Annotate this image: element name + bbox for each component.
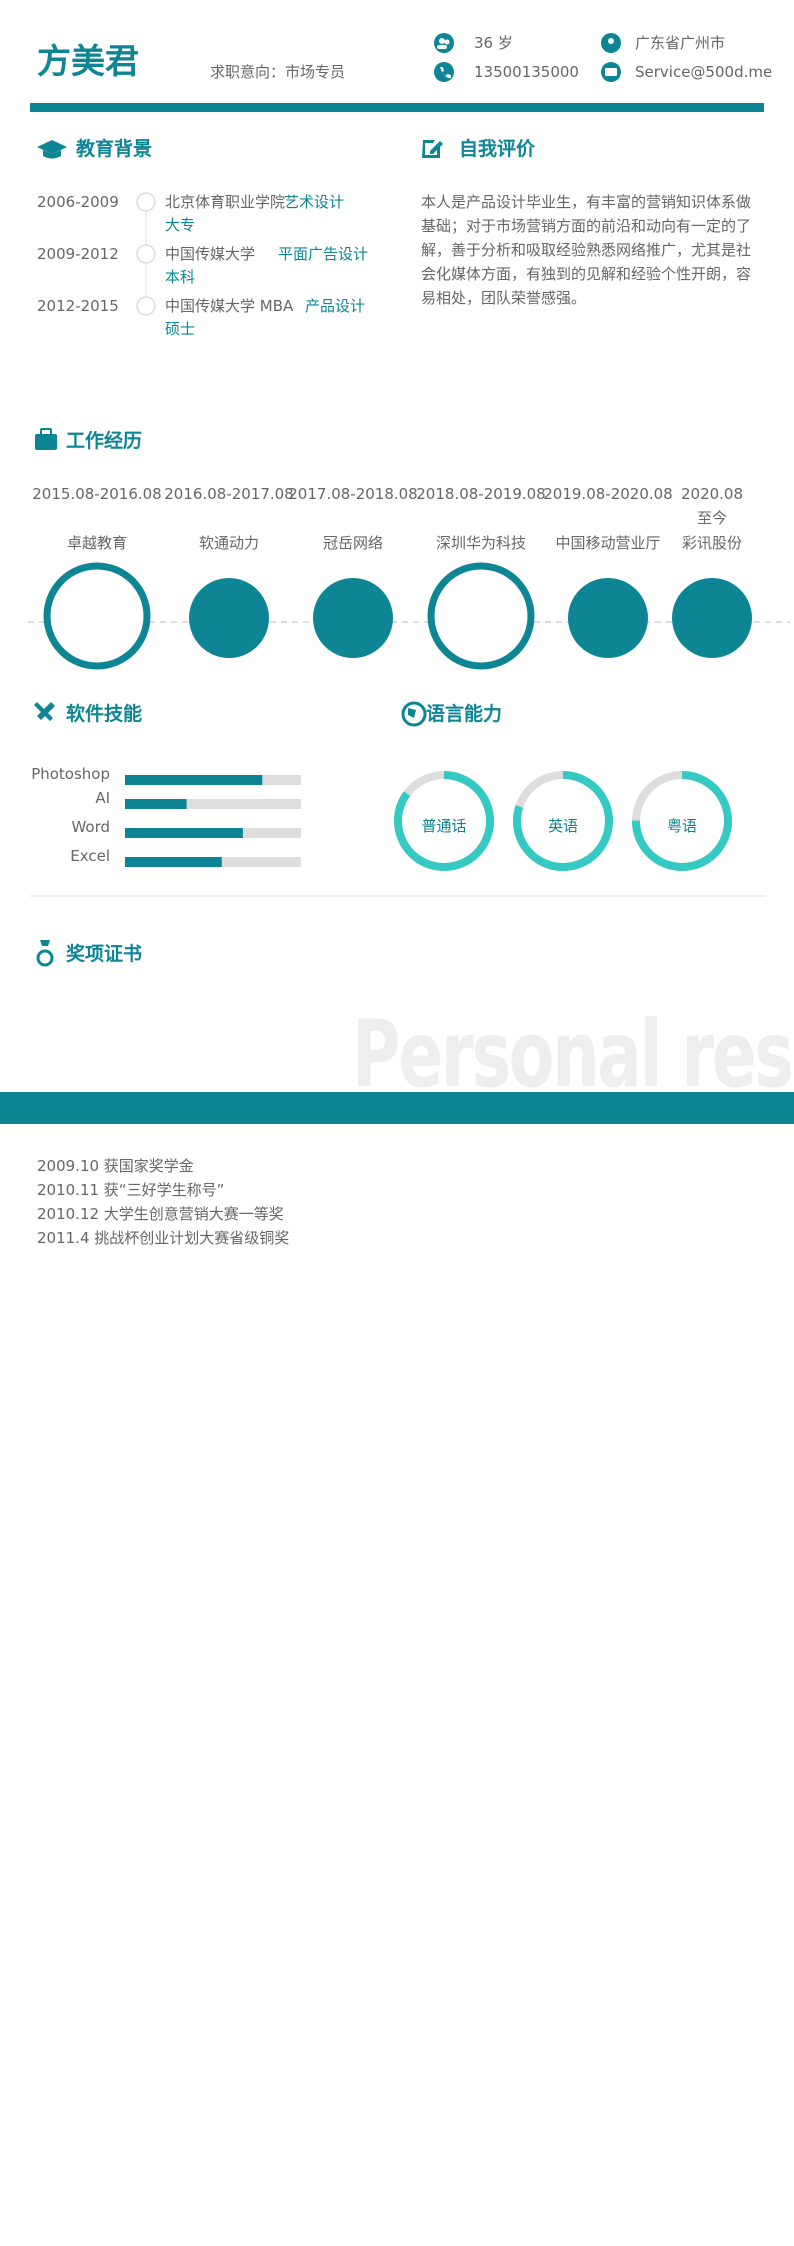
work-period: 2020.08 (680, 485, 744, 503)
skill-name: AI (95, 789, 110, 807)
skill-track (125, 799, 301, 809)
award-item: 2011.4 挑战杯创业计划大赛省级铜奖 (37, 1229, 290, 1247)
edu-major: 平面广告设计 (278, 245, 369, 263)
work-company: 深圳华为科技 (435, 534, 526, 552)
work-node (427, 562, 535, 670)
edu-major: 产品设计 (305, 297, 366, 315)
award-item: 2009.10 获国家奖学金 (37, 1157, 194, 1175)
objective: 求职意向：市场专员 (210, 63, 346, 81)
edu-degree: 本科 (165, 268, 196, 286)
watermark: Personal resume (352, 1001, 794, 1108)
location: 广东省广州市 (635, 34, 726, 52)
section-title: 语言能力 (426, 703, 503, 725)
edu-years: 2009-2012 (37, 245, 119, 263)
work-period: 2019.08-2020.08 (543, 485, 673, 503)
language-name: 粤语 (666, 817, 697, 835)
award-item: 2010.12 大学生创意营销大赛一等奖 (37, 1205, 284, 1223)
work-node (43, 562, 151, 670)
phone: 13500135000 (474, 63, 579, 81)
skill-bar (125, 857, 222, 867)
work-company: 软通动力 (198, 534, 259, 552)
work-period: 2015.08-2016.08 (32, 485, 162, 503)
work-node (313, 578, 393, 658)
edu-years: 2006-2009 (37, 193, 119, 211)
skill-bar (125, 828, 243, 838)
skill-name: Word (71, 818, 110, 836)
skill-bar (125, 775, 263, 785)
language-name: 英语 (547, 817, 578, 835)
section-title: 自我评价 (459, 138, 536, 160)
work-company: 冠岳网络 (322, 534, 383, 552)
timeline-dot (136, 192, 156, 212)
email: Service@500d.me (635, 63, 773, 81)
work-node (189, 578, 269, 658)
timeline-dot (136, 244, 156, 264)
edu-major: 艺术设计 (284, 193, 345, 211)
edu-degree: 硕士 (165, 320, 196, 338)
language-ring (394, 771, 494, 871)
language-ring (632, 771, 732, 871)
edu-school: 北京体育职业学院 (165, 193, 286, 211)
work-period: 至今 (696, 509, 727, 527)
language-name: 普通话 (421, 817, 467, 835)
section-title: 奖项证书 (66, 943, 143, 965)
header-bar (30, 103, 764, 112)
edu-years: 2012-2015 (37, 297, 119, 315)
edu-school: 中国传媒大学 MBA (165, 297, 294, 315)
edu-degree: 大专 (165, 216, 196, 234)
skill-name: Excel (70, 847, 110, 865)
work-period: 2018.08-2019.08 (416, 485, 546, 503)
work-period: 2017.08-2018.08 (288, 485, 418, 503)
footer-band (0, 1092, 794, 1124)
self-evaluation-text: 本人是产品设计毕业生，有丰富的营销知识体系做基础；对于市场营销方面的前沿和动向有… (421, 193, 752, 307)
skill-name: Photoshop (31, 765, 110, 783)
work-node (568, 578, 648, 658)
edu-school: 中国传媒大学 (165, 245, 256, 263)
section-title: 工作经历 (66, 430, 143, 452)
work-company: 彩讯股份 (681, 534, 742, 552)
age: 36 岁 (474, 34, 513, 52)
section-title: 软件技能 (66, 703, 143, 725)
language-ring (513, 771, 613, 871)
award-item: 2010.11 获“三好学生称号” (37, 1181, 225, 1199)
work-company: 卓越教育 (66, 534, 127, 552)
work-company: 中国移动营业厅 (555, 534, 661, 552)
timeline-dot (136, 296, 156, 316)
work-node (672, 578, 752, 658)
name: 方美君 (37, 42, 139, 82)
work-period: 2016.08-2017.08 (164, 485, 294, 503)
skill-bar (125, 799, 187, 809)
section-title: 教育背景 (76, 138, 153, 160)
